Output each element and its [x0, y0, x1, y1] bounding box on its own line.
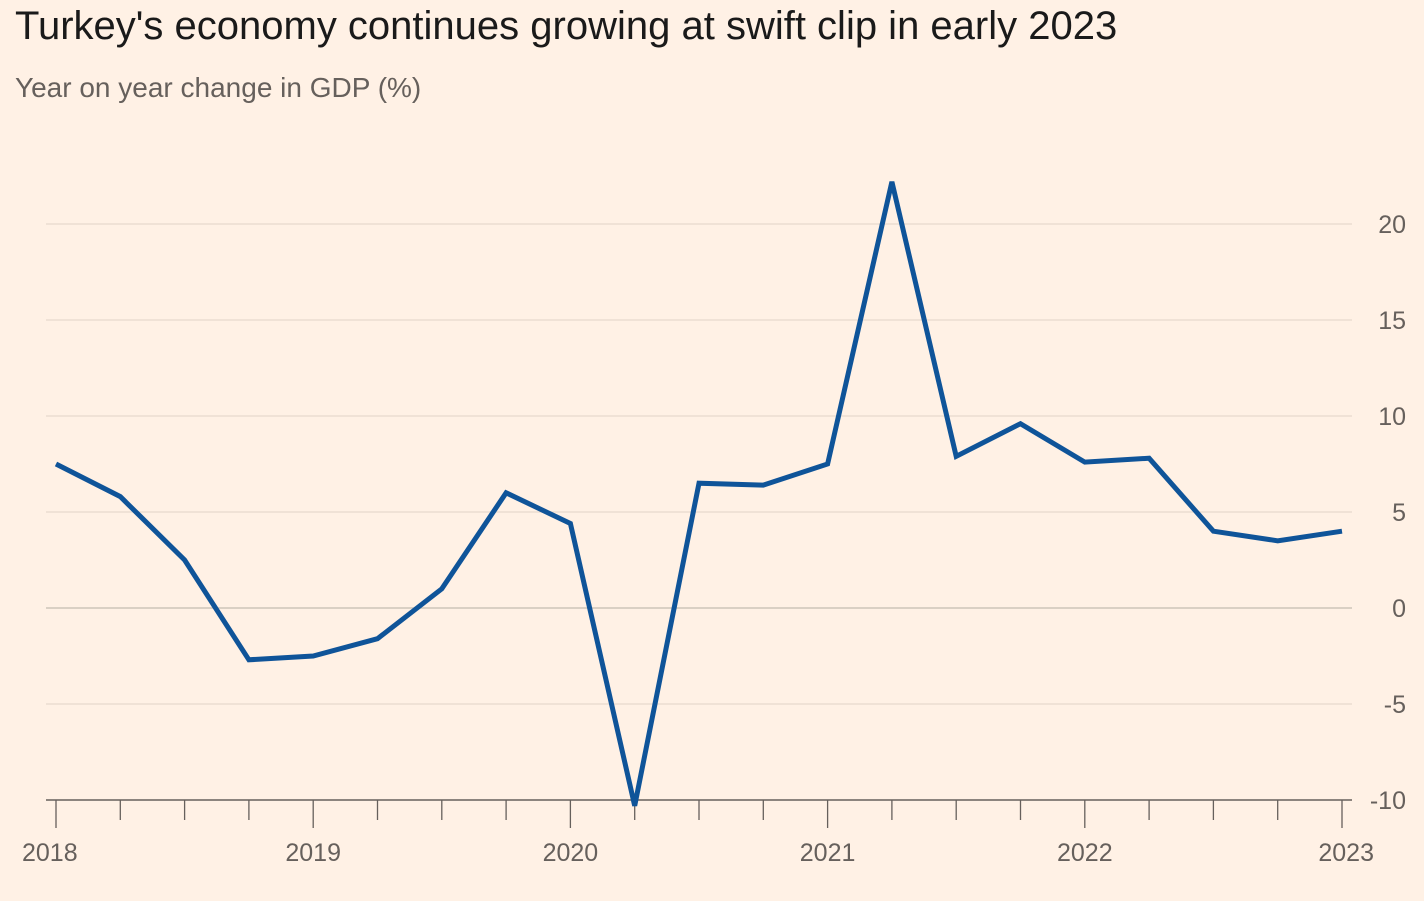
gridlines: [46, 223, 1352, 801]
chart-title: Turkey's economy continues growing at sw…: [15, 4, 1118, 48]
x-tick-label: 2023: [1318, 839, 1374, 867]
x-tick-label: 2022: [1057, 839, 1113, 867]
x-tick-label: 2020: [543, 839, 599, 867]
y-tick-label: 0: [1392, 595, 1406, 623]
series-lines: [54, 181, 1343, 807]
y-axis-tick-labels: 20 15 10 5 0 -5 -10: [1370, 211, 1406, 815]
chart-subtitle: Year on year change in GDP (%): [15, 72, 422, 103]
x-axis: 2018 2019 2020 2021 2022 2023: [22, 800, 1374, 867]
y-tick-label: 10: [1378, 403, 1406, 431]
x-tick-label: 2019: [285, 839, 341, 867]
y-tick-label: 20: [1378, 211, 1406, 239]
y-tick-label: -5: [1384, 691, 1406, 719]
x-tick-label: 2018: [22, 839, 78, 867]
y-tick-label: -10: [1370, 787, 1406, 815]
y-tick-label: 5: [1392, 499, 1406, 527]
y-tick-label: 15: [1378, 307, 1406, 335]
x-tick-label: 2021: [800, 839, 856, 867]
gdp-series-line: [54, 181, 1343, 807]
